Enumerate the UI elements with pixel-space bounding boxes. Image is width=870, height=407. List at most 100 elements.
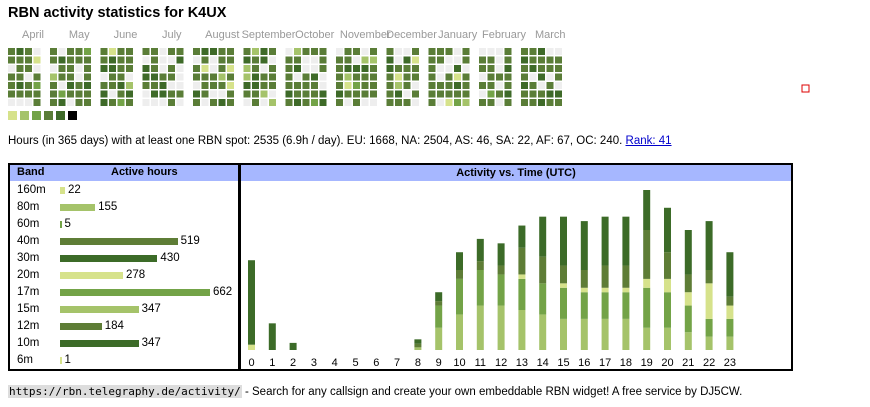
heatmap-day-cell: [454, 56, 461, 64]
band-hours-bar: [60, 357, 62, 364]
hour-tick-label: 1: [269, 357, 275, 369]
band-hours-value: 278: [125, 269, 146, 281]
hour-tick-label: 17: [599, 357, 611, 369]
activity-bar-segment: [580, 318, 588, 350]
activity-bar-segment: [476, 261, 484, 270]
activity-bar-segment: [539, 256, 547, 284]
heatmap-day-cell: [142, 48, 150, 55]
hour-tick-label: 13: [516, 357, 528, 369]
heatmap-day-cell: [100, 48, 108, 55]
activity-bar-segment: [539, 283, 547, 315]
heatmap-day-cell: [243, 65, 251, 72]
heatmap-day-cell: [218, 99, 226, 106]
heatmap-day-cell: [142, 82, 150, 89]
hour-tick-label: 7: [394, 357, 400, 369]
heatmap-day-cell: [546, 56, 554, 64]
activity-bar-segment: [435, 301, 443, 306]
heatmap-day-cell: [201, 90, 209, 98]
activity-bar-segment: [684, 332, 692, 350]
heatmap-day-cell: [285, 90, 293, 98]
band-name: 160m: [17, 184, 46, 196]
heatmap-day-cell: [370, 73, 377, 81]
heatmap-day-cell: [168, 90, 175, 98]
heatmap-day-cell: [336, 56, 343, 64]
heatmap-day-cell: [252, 90, 259, 98]
heatmap-day-cell: [176, 73, 184, 81]
band-hours-bar: [60, 306, 139, 313]
heatmap-day-cell: [529, 82, 537, 89]
band-table-header: Band Active hours: [10, 165, 238, 181]
heatmap-day-cell: [109, 65, 116, 72]
heatmap-day-cell: [412, 48, 419, 55]
heatmap-day-cell: [168, 65, 175, 72]
heatmap-day-cell: [159, 65, 167, 72]
heatmap-day-cell: [319, 56, 327, 64]
heatmap-day-cell: [243, 99, 251, 106]
heatmap-day-cell: [294, 56, 301, 64]
heatmap-day-cell: [193, 90, 200, 98]
activity-bar-segment: [726, 318, 734, 337]
heatmap-day-cell: [117, 82, 125, 89]
activity-bar-segment: [248, 260, 255, 345]
heatmap-day-cell: [336, 73, 343, 81]
heatmap-day-cell: [496, 90, 503, 98]
heatmap-day-cell: [176, 56, 184, 64]
activity-bar-segment: [601, 287, 609, 293]
heatmap-day-cell: [201, 48, 209, 55]
activity-bar-segment: [456, 270, 463, 279]
hour-tick-label: 20: [661, 357, 673, 369]
heatmap-day-cell: [50, 82, 57, 89]
activity-bar-segment: [476, 238, 484, 262]
heatmap-day-cell: [538, 90, 545, 98]
heatmap-day-cell: [370, 56, 377, 64]
heatmap-day-cell: [353, 56, 360, 64]
heatmap-day-cell: [504, 73, 512, 81]
heatmap-day-cell: [336, 82, 343, 89]
heatmap-day-cell: [445, 90, 453, 98]
heatmap-day-cell: [386, 48, 394, 55]
heatmap-day-cell: [285, 56, 293, 64]
heatmap-day-cell: [151, 48, 158, 55]
heatmap-day-cell: [260, 48, 268, 55]
heatmap-day-cell: [58, 99, 66, 106]
heatmap-day-cell: [521, 65, 528, 72]
activity-bar-segment: [601, 292, 609, 319]
heatmap-day-cell: [269, 82, 276, 89]
band-name: 60m: [17, 218, 40, 230]
heatmap-day-cell: [269, 56, 276, 64]
band-name: 12m: [17, 320, 40, 332]
heatmap-day-cell: [100, 65, 108, 72]
activity-bar-segment: [456, 314, 463, 350]
heatmap-day-cell: [126, 73, 133, 81]
band-hours-bar: [60, 255, 158, 262]
activity-bar-segment: [705, 270, 713, 284]
heatmap-day-cell: [252, 48, 259, 55]
heatmap-day-cell: [33, 48, 41, 55]
heatmap-day-cell: [84, 48, 91, 55]
heatmap-day-cell: [428, 56, 436, 64]
heatmap-day-cell: [58, 90, 66, 98]
heatmap-day-cell: [109, 48, 116, 55]
band-hours-value: 5: [64, 218, 71, 230]
heatmap-day-cell: [521, 48, 528, 55]
footer-url[interactable]: https://rbn.telegraphy.de/activity/: [8, 385, 242, 398]
heatmap-day-cell: [210, 65, 217, 72]
heatmap-day-cell: [529, 65, 537, 72]
heatmap-day-cell: [142, 56, 150, 64]
band-row: 6m 1: [10, 353, 238, 370]
heatmap-day-cell: [168, 82, 175, 89]
rank-link[interactable]: Rank: 41: [625, 135, 672, 147]
heatmap-day-cell: [126, 99, 133, 106]
heatmap-day-cell: [294, 65, 301, 72]
heatmap-day-cell: [386, 73, 394, 81]
activity-bar-segment: [268, 323, 276, 350]
heatmap-day-cell: [462, 82, 470, 89]
band-name: 17m: [17, 286, 40, 298]
activity-bar-segment: [497, 305, 505, 350]
heatmap-day-cell: [521, 56, 528, 64]
heatmap-day-cell: [428, 65, 436, 72]
month-label: March: [535, 29, 566, 41]
activity-bar-segment: [456, 252, 463, 270]
heatmap-day-cell: [437, 73, 444, 81]
heatmap-day-cell: [437, 48, 444, 55]
